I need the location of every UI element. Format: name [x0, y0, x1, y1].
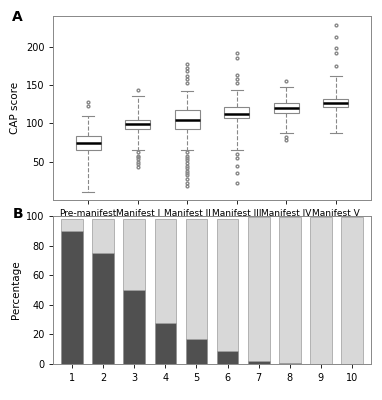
Bar — [61, 231, 83, 364]
Bar — [279, 362, 301, 364]
Bar — [123, 219, 145, 290]
Bar — [341, 218, 363, 364]
Y-axis label: CAP score: CAP score — [10, 82, 20, 134]
Bar — [123, 290, 145, 364]
PathPatch shape — [324, 99, 348, 107]
Bar — [154, 322, 176, 364]
Bar — [248, 218, 270, 361]
PathPatch shape — [76, 136, 100, 150]
Bar — [279, 218, 301, 362]
Bar — [310, 218, 332, 364]
PathPatch shape — [125, 120, 150, 129]
Bar — [154, 219, 176, 322]
Bar — [217, 351, 238, 364]
Text: B: B — [12, 207, 23, 221]
Text: A: A — [12, 10, 23, 24]
Bar — [92, 253, 114, 364]
PathPatch shape — [224, 107, 249, 118]
Bar — [217, 219, 238, 351]
Bar — [61, 219, 83, 231]
Bar — [186, 219, 207, 339]
Bar — [92, 219, 114, 253]
Y-axis label: Percentage: Percentage — [11, 261, 21, 319]
PathPatch shape — [274, 103, 299, 113]
Bar — [186, 339, 207, 364]
Bar — [248, 361, 270, 364]
PathPatch shape — [175, 110, 200, 129]
